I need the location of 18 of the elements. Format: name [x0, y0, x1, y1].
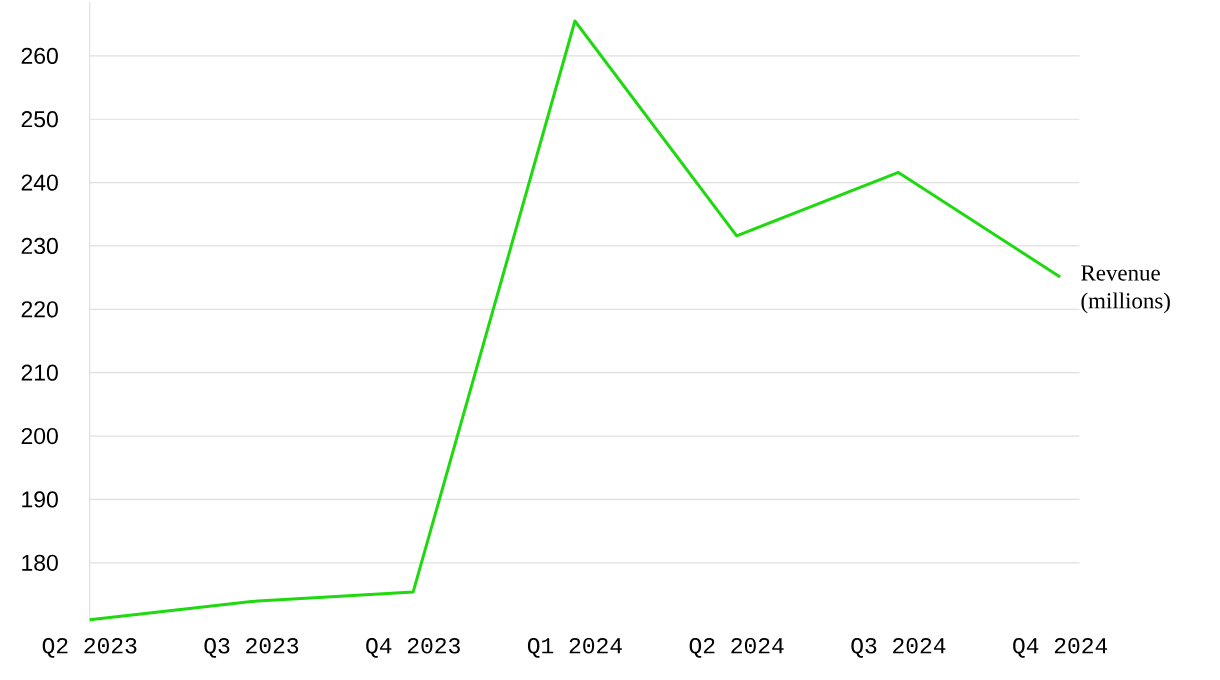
x-tick-label: Q3 2023 — [204, 638, 299, 658]
y-tick-label: 250 — [21, 111, 58, 128]
y-tick-label: 210 — [21, 364, 58, 381]
y-tick-label: 230 — [21, 237, 58, 255]
y-tick-label: 220 — [21, 301, 58, 318]
x-tick-label: Q2 2023 — [42, 638, 137, 658]
x-tick-label: Q4 2024 — [1013, 638, 1108, 658]
x-tick-label: Q2 2024 — [689, 638, 784, 658]
line-series — [88, 19, 1062, 622]
x-tick-label: Q4 2023 — [366, 638, 460, 658]
y-tick-label: 200 — [21, 428, 58, 445]
y-tick-label: 190 — [22, 491, 58, 508]
x-tick-label: Q1 2024 — [527, 638, 622, 658]
y-tick-label: 180 — [22, 554, 58, 571]
y-tick-label: 260 — [21, 47, 58, 65]
series-label: Revenue (millions) — [1081, 265, 1170, 314]
x-tick-label: Q3 2024 — [851, 638, 946, 658]
y-tick-label: 240 — [21, 174, 58, 191]
